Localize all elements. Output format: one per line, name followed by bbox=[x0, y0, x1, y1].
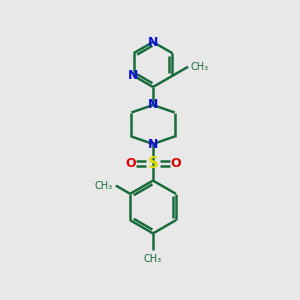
Text: O: O bbox=[125, 157, 136, 170]
Text: N: N bbox=[148, 35, 158, 49]
Text: CH₃: CH₃ bbox=[95, 181, 113, 190]
Text: O: O bbox=[170, 157, 181, 170]
Text: CH₃: CH₃ bbox=[190, 62, 208, 72]
Text: CH₃: CH₃ bbox=[144, 254, 162, 264]
Text: N: N bbox=[148, 98, 158, 112]
Text: N: N bbox=[148, 137, 158, 151]
Text: N: N bbox=[128, 69, 139, 82]
Text: S: S bbox=[148, 156, 158, 171]
